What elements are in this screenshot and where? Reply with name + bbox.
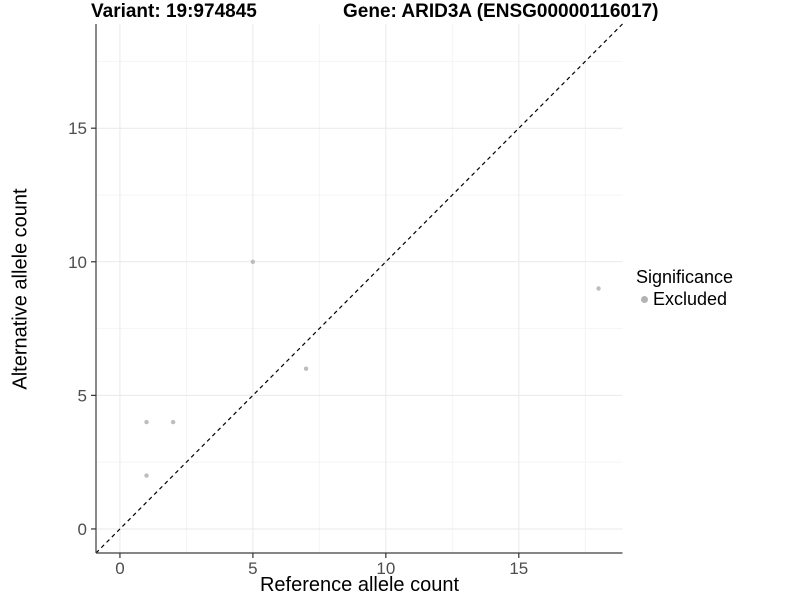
data-point bbox=[596, 286, 601, 291]
x-tick-label: 0 bbox=[115, 559, 124, 578]
y-tick-label: 10 bbox=[68, 253, 87, 272]
data-point bbox=[170, 419, 176, 425]
x-tick-label: 15 bbox=[509, 559, 528, 578]
y-tick-label: 5 bbox=[78, 386, 87, 405]
legend-item-excluded: Excluded bbox=[641, 288, 733, 310]
legend-point-icon bbox=[641, 295, 648, 303]
legend-title: Significance bbox=[636, 267, 734, 287]
variant-title: Variant: 19:974845 bbox=[91, 1, 257, 22]
data-point bbox=[144, 473, 149, 478]
x-tick-label: 10 bbox=[376, 559, 395, 578]
y-tick-label: 15 bbox=[68, 119, 87, 138]
y-axis-title: Alternative allele count bbox=[9, 188, 32, 390]
x-axis-title: Reference allele count bbox=[259, 574, 459, 596]
x-tick-label: 5 bbox=[248, 559, 257, 578]
legend-item-label: Excluded bbox=[653, 289, 728, 309]
data-point bbox=[144, 419, 149, 425]
identity-line bbox=[95, 23, 623, 554]
data-point bbox=[303, 366, 309, 371]
y-tick-label: 0 bbox=[78, 520, 87, 539]
legend: Significance Excluded bbox=[636, 266, 733, 310]
data-point bbox=[250, 259, 256, 264]
gene-title: Gene: ARID3A (ENSG00000116017) bbox=[343, 1, 659, 22]
